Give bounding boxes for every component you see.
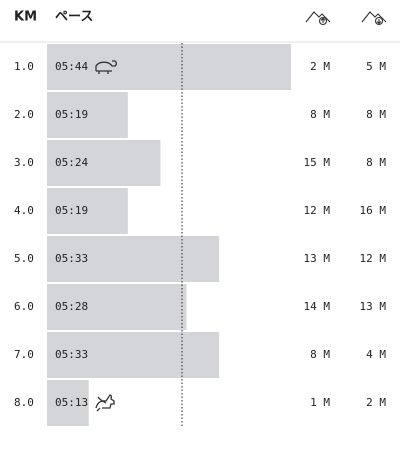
km-label: 5.0 — [14, 252, 34, 265]
elevation-gain: 15 M — [304, 156, 331, 169]
pace-label: 05:44 — [55, 60, 88, 73]
km-header: KM — [14, 10, 37, 25]
pace-bar — [47, 332, 220, 378]
km-label: 1.0 — [14, 60, 34, 73]
elevation-loss: 16 M — [360, 204, 387, 217]
elevation-gain: 14 M — [304, 300, 331, 313]
elevation-gain-icon — [305, 11, 331, 26]
pace-bar — [47, 380, 89, 426]
pace-bar — [47, 188, 128, 234]
elevation-loss: 5 M — [366, 60, 386, 73]
pace-label: 05:19 — [55, 204, 88, 217]
elevation-loss: 8 M — [366, 156, 386, 169]
turtle-icon — [95, 60, 117, 74]
elevation-loss: 2 M — [366, 396, 386, 409]
pace-bar — [47, 284, 187, 330]
km-label: 8.0 — [14, 396, 34, 409]
pace-bar — [47, 44, 291, 90]
elevation-gain: 12 M — [304, 204, 331, 217]
pace-label: 05:33 — [55, 348, 88, 361]
elevation-loss: 4 M — [366, 348, 386, 361]
pace-label: 05:13 — [55, 396, 88, 409]
elevation-gain: 8 M — [310, 108, 330, 121]
pace-label: 05:33 — [55, 252, 88, 265]
pace-label: 05:19 — [55, 108, 88, 121]
elevation-loss-icon — [361, 11, 387, 26]
pace-bar — [47, 140, 161, 186]
pace-label: 05:28 — [55, 300, 88, 313]
elevation-loss: 13 M — [360, 300, 387, 313]
km-label: 2.0 — [14, 108, 34, 121]
elevation-loss: 12 M — [360, 252, 387, 265]
km-label: 3.0 — [14, 156, 34, 169]
elevation-gain: 2 M — [310, 60, 330, 73]
pace-bar — [47, 236, 220, 282]
elevation-loss: 8 M — [366, 108, 386, 121]
km-label: 7.0 — [14, 348, 34, 361]
elevation-gain: 8 M — [310, 348, 330, 361]
elevation-gain: 13 M — [304, 252, 331, 265]
pace-label: 05:24 — [55, 156, 88, 169]
km-label: 6.0 — [14, 300, 34, 313]
pace-bar — [47, 92, 128, 138]
pace-header: ペース — [55, 10, 93, 25]
rows: 1.0 05:44 2 M 5 M 2.0 05:19 8 M 8 M 3.0 05:24 15 M… — [14, 44, 386, 426]
km-label: 4.0 — [14, 204, 34, 217]
elevation-gain: 1 M — [310, 396, 330, 409]
rabbit-icon — [95, 394, 115, 412]
